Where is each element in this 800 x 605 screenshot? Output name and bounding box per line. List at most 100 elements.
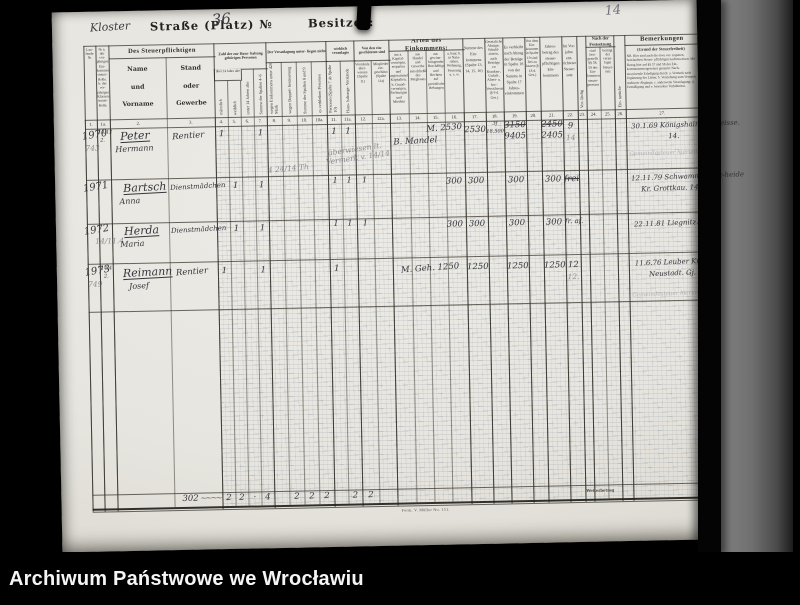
column-header-label: Jahres- betrag des steuer- pflichtigen E… (542, 43, 560, 78)
column-header: Stand oder Gewerbe (165, 56, 216, 119)
taxable-income-old: 2450 (541, 119, 563, 130)
tally-mark: 1 (362, 218, 369, 228)
column-group-header: wirklich veranlagte (325, 40, 356, 63)
column-header-label: aus Handel und Gewerbe einschließlich de… (409, 51, 428, 82)
column-header: Gesetzliche Abzüge: Schuld- zinsen, auch… (484, 37, 503, 111)
column-number: 8. (272, 117, 277, 123)
tax-rate-pencil: 14 (565, 133, 576, 143)
column-header-label: sind fest- gestellt §§ 58, 59 des Ein- k… (586, 48, 601, 87)
printer-imprint: Form. V. Müller No. 151. (401, 506, 450, 513)
column-number: 10. (301, 116, 308, 123)
column-number: 27. (659, 109, 666, 115)
column-header: Name und Vorname (109, 57, 167, 119)
column-header-label: Ein- sprüche (616, 85, 622, 108)
column-header-label: Name und Vorname (122, 65, 154, 109)
archive-caption-text: Archiwum Państwowe we Wrocławiu (9, 568, 364, 590)
column-header-label: Summe des Ein- kommens (Spalte 13, 14, 1… (464, 44, 483, 74)
margin-note: 14/11.4 (95, 236, 125, 246)
margin-note: 2. (100, 137, 106, 144)
net-income: 300 (508, 218, 526, 229)
summary-value: 2 (294, 491, 300, 502)
row-number: 1973 (83, 263, 111, 279)
column-number: 12. (360, 115, 367, 121)
column-number: 15. (432, 114, 439, 120)
summary-value: 2 (352, 490, 359, 501)
summary-value: 2 (226, 493, 232, 504)
carry-forward-label: Weiterbetrag (586, 487, 615, 493)
taxpayer-surname: Peter (119, 128, 151, 144)
column-header: sind fest- gestellt §§ 58, 59 des Ein- k… (585, 47, 601, 110)
tally-mark: 1 (258, 180, 265, 191)
summary-value: 4 (265, 492, 271, 503)
summary-value: 2 (309, 491, 315, 502)
grid-line (166, 118, 176, 508)
net-income: 1250 (506, 261, 529, 272)
row-number: 1970 (81, 127, 109, 143)
row-number-pencil: 749 (88, 279, 103, 289)
column-number: 3. (189, 119, 193, 125)
income-entry: 300 (445, 176, 463, 187)
column-header-label: Personen (Spalte 7 ab Spalte 10) (326, 64, 338, 114)
tally-mark: 1 (232, 180, 239, 191)
column-group-header: Der Veranlagung unter- liegen nicht (265, 41, 328, 64)
column-number: 11. (330, 116, 337, 122)
archive-caption-bar: Archiwum Państwowe we Wrocławiu (0, 552, 800, 605)
tax-rate: frei (564, 173, 580, 185)
column-header-label: a. baar, b. in Natu- ralien, Wohnung, Fe… (446, 50, 462, 77)
column-header: Vorstände über- wiesen (Spalte 11) (354, 60, 372, 114)
column-number: 5. (232, 118, 237, 124)
column-header-label: Gesetzliche Abzüge: Schuld- zinsen, auch… (485, 38, 504, 100)
tax-rate: fr. af. (564, 216, 584, 226)
income-sum: 1250 (466, 261, 489, 273)
income-entry: 300 (446, 219, 464, 230)
column-header-label: wegen Einkommens unter 420 Mark (267, 63, 279, 115)
tax-table: Lau- fende № № a. der vor- jährigen Ein- … (52, 33, 744, 518)
income-sum: 300 (467, 175, 485, 187)
margin-note: 2. (103, 273, 109, 280)
tax-rate: 9 (567, 121, 574, 132)
column-number: 20. (530, 112, 537, 118)
column-group-header: Von den ein- geschätzten sind (353, 39, 391, 62)
column-number: 11a. (343, 116, 352, 122)
taxable-income: 1250 (543, 260, 566, 271)
tally-mark: 1 (331, 126, 337, 137)
taxpayer-occupation: Dienstmädchen (170, 223, 227, 236)
column-header: Personen (Spalte 7 ab Spalte 10) (326, 61, 341, 115)
column-header-label: aus gewinn- bringender Beschäftigung und… (427, 51, 446, 90)
tax-rate: 12 (567, 260, 579, 271)
column-header: wegen Einkommens unter 420 Mark (266, 62, 282, 116)
column-header: Jahres- betrag des steuer- pflichtigen E… (539, 36, 562, 110)
summary-value: 2 (368, 490, 374, 501)
tally-mark: 1 (347, 218, 353, 228)
tax-rate-pencil: 12. (567, 271, 580, 282)
ledger-page: Kloster Straße (Platz) № 36 Besitzer: 14… (51, 0, 744, 553)
column-number: 17. (471, 113, 478, 119)
tally-mark: 1 (233, 223, 240, 234)
column-number: 9. (287, 117, 292, 123)
tally-mark: 1 (345, 126, 351, 137)
net-income: 300 (507, 175, 525, 186)
page-header: Kloster Straße (Platz) № 36 Besitzer: (52, 0, 697, 34)
street-name-handwritten: Kloster (89, 19, 131, 35)
tally-mark: 1 (332, 175, 338, 185)
income-sum: 2530 (464, 124, 487, 136)
fold-shadow (356, 0, 372, 31)
column-header: Mitglieder ein- geschätzt (Spalte 11a) (370, 59, 391, 115)
row-number-pencil: 743 (85, 143, 100, 153)
remarks-header: (Grund der Steuerfreiheit) NB. Hier sind … (624, 44, 698, 109)
tally-mark: 1 (334, 263, 340, 274)
deduction: 3f (492, 120, 498, 127)
column-header-label: Mitglieder ein- geschätzt (Spalte 11a) (373, 61, 389, 83)
margin-note: 14/12 (98, 129, 113, 136)
column-header-label: Summe der Spalten 4–6 (257, 74, 263, 115)
column-header-label: Von dem Ein- kommen in Spalte 19 sind fr… (525, 38, 539, 77)
tally-mark: 1 (218, 129, 225, 140)
column-header-label: wegen Doppel- besteuerung (285, 66, 292, 114)
column-header: Es verbleibt nach Abzug der Beträge in S… (502, 37, 525, 111)
column-header-label: unter 14 Jahren alte (244, 81, 250, 115)
book-gutter-shadow (698, 0, 721, 556)
summary-value: · (253, 492, 257, 503)
net-income-old: 3150 (504, 120, 526, 131)
summary-value: 2 (324, 491, 330, 502)
column-header: Summe des Ein- kommens (Spalte 13, 14, 1… (462, 38, 485, 112)
